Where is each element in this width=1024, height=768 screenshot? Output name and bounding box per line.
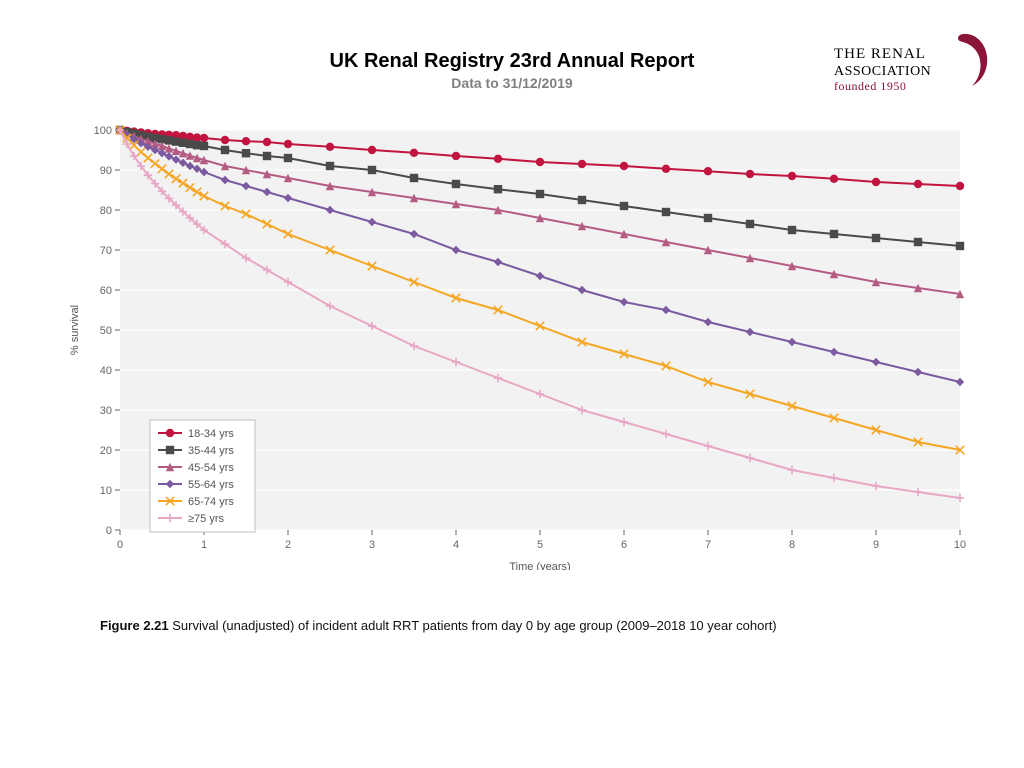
logo-line3: founded 1950 <box>834 79 906 93</box>
svg-text:10: 10 <box>954 539 966 551</box>
logo-line2: ASSOCIATION <box>834 64 931 79</box>
svg-text:≥75 yrs: ≥75 yrs <box>188 513 224 525</box>
svg-text:3: 3 <box>369 539 375 551</box>
svg-text:100: 100 <box>94 125 112 137</box>
svg-text:55-64 yrs: 55-64 yrs <box>188 479 234 491</box>
svg-text:35-44 yrs: 35-44 yrs <box>188 445 234 457</box>
svg-text:1: 1 <box>201 539 207 551</box>
chart-svg: 0 10 20 30 40 50 60 70 80 90 100 0 1 2 3 4 5 6 7 8 9 10 Time (… <box>60 120 980 570</box>
logo-line1: THE RENAL <box>834 46 926 62</box>
svg-text:4: 4 <box>453 539 459 551</box>
svg-text:9: 9 <box>873 539 879 551</box>
svg-text:18-34 yrs: 18-34 yrs <box>188 428 234 440</box>
survival-chart: 0 10 20 30 40 50 60 70 80 90 100 0 1 2 3 4 5 6 7 8 9 10 Time (… <box>60 120 980 575</box>
svg-text:5: 5 <box>537 539 543 551</box>
svg-text:45-54 yrs: 45-54 yrs <box>188 462 234 474</box>
svg-text:7: 7 <box>705 539 711 551</box>
svg-text:2: 2 <box>285 539 291 551</box>
svg-text:6: 6 <box>621 539 627 551</box>
svg-text:70: 70 <box>100 245 112 257</box>
svg-text:80: 80 <box>100 205 112 217</box>
svg-text:40: 40 <box>100 365 112 377</box>
svg-text:0: 0 <box>117 539 123 551</box>
svg-text:65-74 yrs: 65-74 yrs <box>188 496 234 508</box>
svg-text:8: 8 <box>789 539 795 551</box>
svg-text:20: 20 <box>100 445 112 457</box>
svg-text:10: 10 <box>100 485 112 497</box>
caption-label: Figure 2.21 <box>100 618 169 633</box>
logo-svg: THE RENAL ASSOCIATION founded 1950 <box>834 28 994 98</box>
svg-text:60: 60 <box>100 285 112 297</box>
svg-text:% survival: % survival <box>69 305 81 355</box>
svg-text:Time (years): Time (years) <box>509 561 570 570</box>
svg-text:0: 0 <box>106 525 112 537</box>
figure-caption: Figure 2.21 Survival (unadjusted) of inc… <box>100 618 777 633</box>
renal-association-logo: THE RENAL ASSOCIATION founded 1950 <box>834 28 994 98</box>
svg-text:90: 90 <box>100 165 112 177</box>
svg-text:30: 30 <box>100 405 112 417</box>
svg-text:50: 50 <box>100 325 112 337</box>
caption-text: Survival (unadjusted) of incident adult … <box>169 618 777 633</box>
